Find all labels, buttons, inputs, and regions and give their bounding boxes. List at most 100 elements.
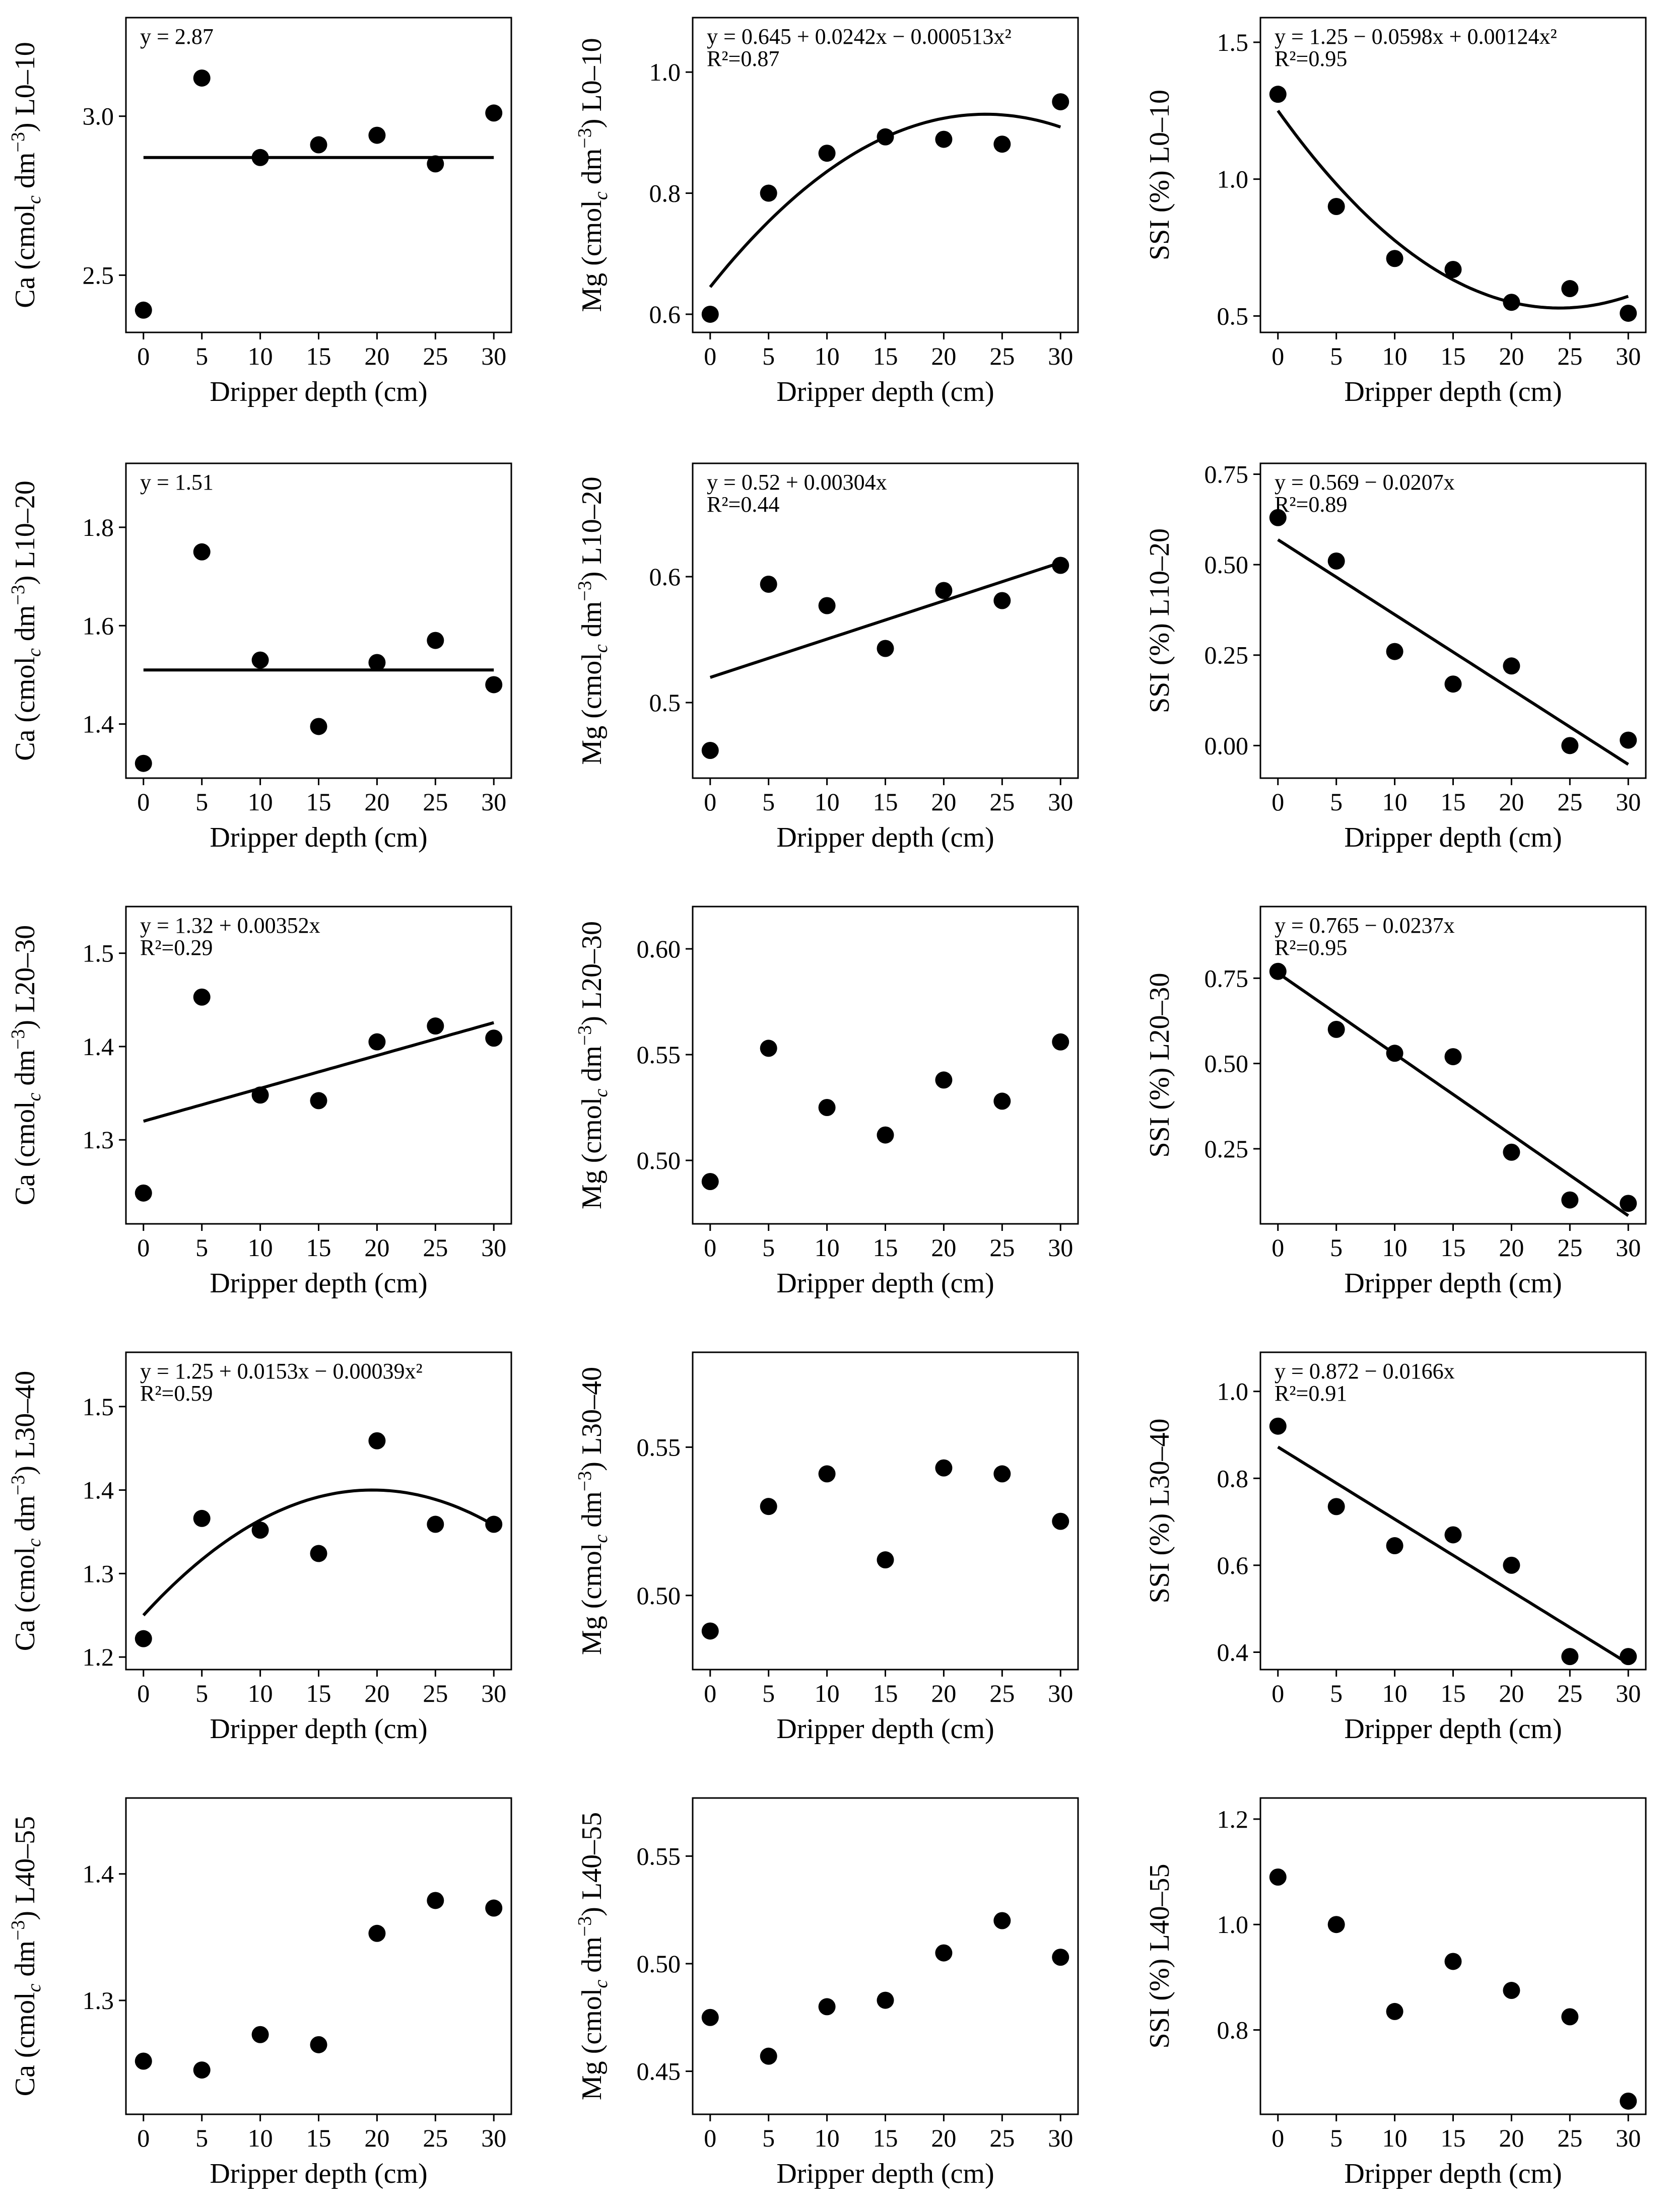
y-tick-label: 0.50: [637, 1581, 681, 1610]
y-axis-label: Ca (cmolc dm−3) L30–40: [8, 1371, 45, 1651]
y-tick-label: 0.6: [649, 563, 681, 591]
x-tick-label: 15: [873, 2124, 898, 2152]
x-axis-label: Dripper depth (cm): [210, 1268, 427, 1299]
fit-line: [1277, 972, 1629, 1217]
x-tick-label: 25: [423, 1679, 448, 1707]
x-tick-label: 10: [1382, 2124, 1408, 2152]
data-point: [368, 1924, 386, 1942]
x-tick-label: 25: [1557, 788, 1582, 816]
x-tick-label: 30: [1616, 1233, 1641, 1262]
data-point: [1444, 261, 1462, 278]
axes-frame: [125, 17, 512, 333]
x-tick-label: 15: [873, 788, 898, 816]
y-tick-label: 2.5: [83, 261, 114, 289]
x-tick-label: 15: [1441, 1679, 1466, 1707]
x-tick-label: 5: [1330, 788, 1343, 816]
r-squared: R²=0.44: [707, 492, 779, 517]
r-squared: R²=0.95: [1275, 46, 1347, 71]
x-axis-label: Dripper depth (cm): [776, 2158, 994, 2189]
y-tick-label: 0.6: [649, 300, 681, 328]
panel-SSI-L40-55: 0 5 10 15 20 25 30 0.8 1.0 1.2 Dripper depth (cm) S…: [1144, 1797, 1647, 2189]
data-point: [485, 104, 503, 122]
x-tick-label: 0: [1271, 2124, 1284, 2152]
fit-equation: y = 0.872 − 0.0166x: [1275, 1359, 1455, 1384]
x-tick-label: 30: [1616, 788, 1641, 816]
y-axis-label: Ca (cmolc dm−3) L0–10: [8, 42, 45, 308]
x-tick-label: 30: [1048, 1679, 1073, 1707]
y-axis-label: SSI (%) L30–40: [1144, 1418, 1175, 1603]
fit-equation: y = 0.765 − 0.0237x: [1275, 913, 1455, 938]
data-point: [1327, 1498, 1345, 1515]
data-point: [1052, 1949, 1069, 1966]
y-tick-label: 1.8: [83, 513, 114, 541]
data-point: [427, 632, 444, 649]
data-point: [1269, 962, 1287, 980]
x-tick-label: 0: [704, 342, 716, 370]
data-point: [993, 135, 1011, 153]
data-point: [1620, 2092, 1637, 2110]
x-tick-label: 10: [248, 788, 273, 816]
panel-Mg-L30-40: 0 5 10 15 20 25 30 0.50 0.55 Dripper depth (cm) Mg…: [574, 1351, 1079, 1745]
y-tick-label: 1.4: [83, 1860, 114, 1888]
data-point: [1386, 643, 1403, 660]
y-axis-label: Mg (cmolc dm−3) L0–10: [574, 38, 612, 312]
data-point: [310, 1545, 327, 1562]
x-tick-label: 20: [931, 788, 956, 816]
x-tick-label: 25: [989, 788, 1015, 816]
x-tick-label: 20: [931, 2124, 956, 2152]
data-point: [1561, 2008, 1579, 2026]
data-point: [251, 2026, 269, 2043]
x-tick-label: 25: [1557, 342, 1582, 370]
data-point: [251, 651, 269, 669]
r-squared: R²=0.29: [140, 935, 213, 960]
x-tick-label: 0: [137, 342, 150, 370]
y-tick-label: 0.55: [637, 1842, 681, 1870]
y-axis-label: Ca (cmolc dm−3) L20–30: [8, 925, 45, 1206]
data-point: [427, 1515, 444, 1533]
data-point: [1503, 1556, 1520, 1574]
data-point: [251, 1086, 269, 1104]
x-tick-label: 15: [1441, 2124, 1466, 2152]
data-point: [701, 1622, 719, 1640]
x-tick-label: 30: [1616, 342, 1641, 370]
x-axis-label: Dripper depth (cm): [1344, 1268, 1562, 1299]
data-point: [310, 2036, 327, 2053]
x-tick-label: 5: [762, 1233, 775, 1262]
x-tick-label: 25: [423, 788, 448, 816]
data-point: [1327, 1020, 1345, 1038]
y-tick-label: 1.6: [83, 611, 114, 640]
fit-line: [142, 1488, 495, 1617]
data-point: [818, 597, 836, 614]
panel-Ca-L0-10: 0 5 10 15 20 25 30 2.5 3.0 Dripper depth (cm) Ca (…: [8, 17, 512, 407]
x-tick-label: 5: [195, 342, 208, 370]
y-tick-label: 0.5: [649, 688, 681, 717]
x-tick-label: 0: [137, 788, 150, 816]
y-tick-label: 3.0: [83, 102, 114, 130]
data-point: [135, 1630, 152, 1647]
y-axis-label: Ca (cmolc dm−3) L10–20: [8, 480, 45, 761]
panel-Ca-L10-20: 0 5 10 15 20 25 30 1.4 1.6 1.8 Dripper depth (cm) C…: [8, 462, 512, 853]
x-tick-label: 15: [873, 1679, 898, 1707]
data-point: [135, 2052, 152, 2070]
panel-Ca-L40-55: 0 5 10 15 20 25 30 1.3 1.4 Dripper depth (cm) Ca (…: [8, 1797, 512, 2189]
y-tick-label: 1.5: [83, 1393, 114, 1421]
x-tick-label: 5: [195, 1233, 208, 1262]
y-tick-label: 0.50: [637, 1146, 681, 1174]
x-tick-label: 15: [1441, 342, 1466, 370]
y-tick-label: 1.4: [83, 1476, 114, 1504]
data-point: [1269, 1869, 1287, 1886]
y-axis-label: SSI (%) L10–20: [1144, 528, 1175, 713]
data-point: [193, 988, 211, 1006]
data-point: [251, 149, 269, 166]
x-tick-label: 25: [989, 342, 1015, 370]
data-point: [818, 1099, 836, 1116]
x-tick-label: 10: [815, 1233, 840, 1262]
r-squared: R²=0.59: [140, 1381, 213, 1406]
y-axis-label: Mg (cmolc dm−3) L10–20: [574, 476, 612, 765]
x-axis-label: Dripper depth (cm): [776, 376, 994, 407]
x-tick-label: 25: [1557, 1233, 1582, 1262]
x-tick-label: 10: [248, 2124, 273, 2152]
x-tick-label: 30: [1048, 2124, 1073, 2152]
data-point: [1327, 552, 1345, 570]
x-tick-label: 30: [1048, 342, 1073, 370]
